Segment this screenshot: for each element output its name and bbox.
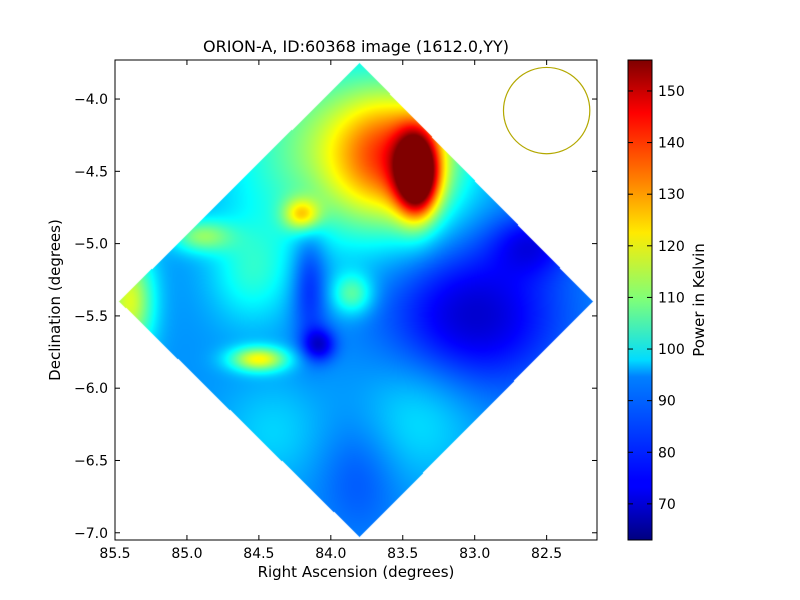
x-axis: 85.5 85.0 84.5 84.0 83.5 83.0 82.5 (99, 60, 562, 562)
chart-title: ORION-A, ID:60368 image (1612.0,YY) (203, 37, 509, 56)
colorbar-tick-label: 90 (658, 394, 676, 410)
colorbar-gradient (627, 59, 653, 541)
y-axis: −4.0 −4.5 −5.0 −5.5 −6.0 −6.5 −7.0 (74, 92, 597, 542)
colorbar-tick-label: 130 (658, 187, 685, 203)
colorbar: 70 80 90 100 110 120 130 140 150 Power in Kelvin (627, 59, 708, 541)
x-tick-label: 85.5 (99, 546, 130, 562)
y-tick-label: −4.0 (74, 92, 108, 108)
plot-frame (114, 59, 598, 541)
x-axis-label: Right Ascension (degrees) (258, 563, 455, 581)
x-tick-label: 84.0 (315, 546, 346, 562)
colorbar-tick-label: 150 (658, 84, 685, 100)
x-tick-label: 85.0 (171, 546, 202, 562)
colorbar-tick-label: 70 (658, 497, 676, 513)
colorbar-tick-label: 80 (658, 445, 676, 461)
x-tick-label: 82.5 (531, 546, 562, 562)
y-tick-label: −4.5 (74, 164, 108, 180)
colorbar-tick-label: 120 (658, 239, 685, 255)
y-tick-label: −5.5 (74, 309, 108, 325)
beam-layer (502, 66, 591, 155)
x-tick-label: 83.5 (387, 546, 418, 562)
y-axis-label: Declination (degrees) (46, 219, 64, 381)
y-tick-label: −7.0 (74, 526, 108, 542)
x-tick-label: 83.0 (459, 546, 490, 562)
colorbar-ticks: 70 80 90 100 110 120 130 140 150 (628, 84, 685, 513)
x-tick-label: 84.5 (243, 546, 274, 562)
y-tick-label: −6.5 (74, 453, 108, 469)
beam-circle (502, 66, 591, 155)
y-tick-label: −6.0 (74, 381, 108, 397)
y-tick-label: −5.0 (74, 237, 108, 253)
colorbar-tick-label: 140 (658, 136, 685, 152)
heatmap-image (115, 60, 597, 540)
colorbar-tick-label: 100 (658, 342, 685, 358)
plot-area (115, 60, 597, 540)
colorbar-label: Power in Kelvin (690, 243, 708, 357)
colorbar-tick-label: 110 (658, 290, 685, 306)
